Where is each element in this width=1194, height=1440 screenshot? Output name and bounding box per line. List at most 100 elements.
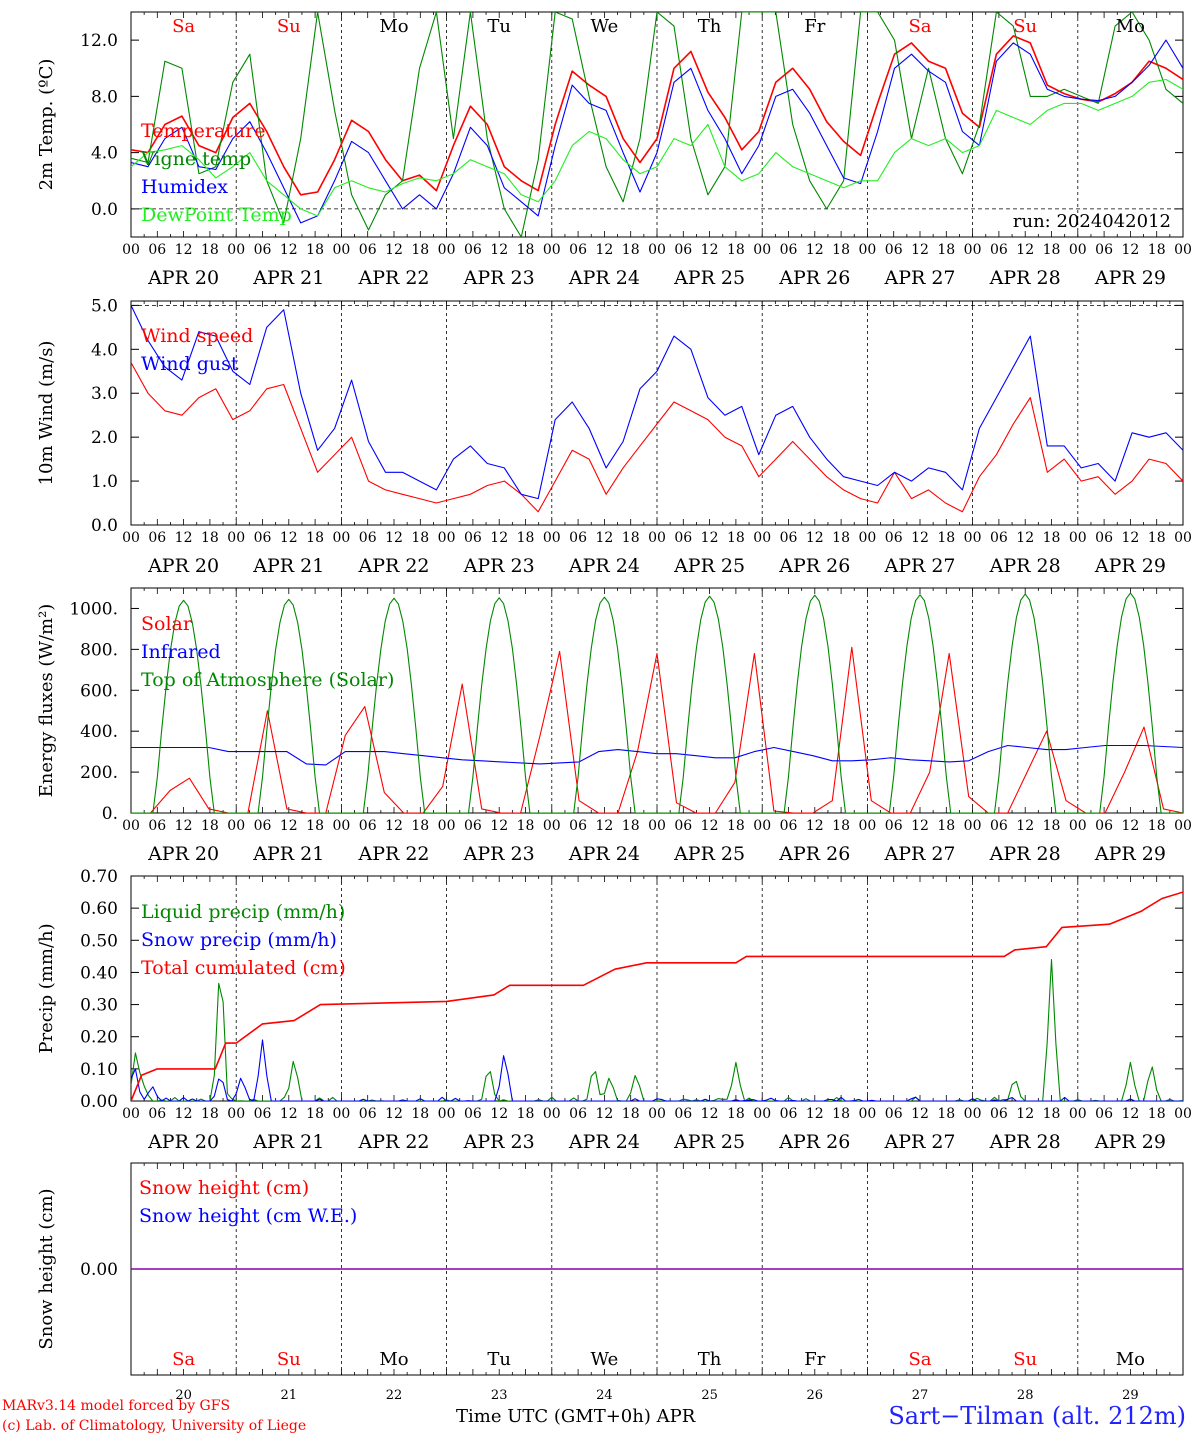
weekday-label: Su — [1013, 1349, 1037, 1370]
hour-tick-label: 18 — [517, 242, 535, 258]
hour-tick-label: 00 — [122, 242, 140, 258]
series-line-total-cumulated-cm- — [131, 891, 1183, 1101]
hour-tick-label: 18 — [517, 818, 535, 834]
hour-tick-label: 12 — [175, 1106, 193, 1122]
day-number: 23 — [491, 1388, 508, 1403]
y-tick-label: 12.0 — [80, 31, 118, 51]
hour-tick-label: 18 — [201, 242, 219, 258]
hour-tick-label: 12 — [701, 1106, 719, 1122]
hour-tick-label: 12 — [806, 1106, 824, 1122]
panel-5: 0.00 Snow height (cm) Snow height (cm) Snow… — [36, 1162, 1184, 1403]
hour-tick-label: 12 — [701, 242, 719, 258]
hour-tick-label: 12 — [1121, 1106, 1139, 1122]
hour-tick-label: 06 — [990, 530, 1008, 546]
hour-tick-label: 06 — [148, 242, 166, 258]
hour-tick-label: 06 — [674, 242, 692, 258]
weekday-label: Sa — [908, 1349, 931, 1370]
y-tick-label: 3.0 — [91, 384, 118, 404]
hour-tick-label: 06 — [569, 242, 587, 258]
y-tick-label: 2.0 — [91, 428, 118, 448]
hour-tick-label: 06 — [148, 1106, 166, 1122]
hour-tick-label: 06 — [464, 530, 482, 546]
date-label: APR 26 — [778, 1131, 850, 1153]
credit-line-2: (c) Lab. of Climatology, University of L… — [2, 1418, 307, 1434]
hour-tick-label: 06 — [359, 818, 377, 834]
date-label: APR 24 — [568, 555, 640, 577]
series-line-dewpoint-temp — [131, 78, 1183, 217]
date-label: APR 28 — [989, 555, 1061, 577]
day-number: 22 — [386, 1388, 403, 1403]
y-tick-label: 0.00 — [80, 1092, 118, 1112]
hour-tick-label: 18 — [1148, 242, 1166, 258]
hour-tick-label: 06 — [569, 1106, 587, 1122]
hour-tick-label: 00 — [227, 242, 245, 258]
day-number: 21 — [281, 1388, 298, 1403]
weekday-label: Su — [1013, 16, 1037, 37]
date-label: APR 20 — [147, 555, 219, 577]
y-tick-label: 0.10 — [80, 1060, 118, 1080]
hour-tick-label: 12 — [595, 1106, 613, 1122]
series-group — [131, 305, 1183, 513]
y-tick-label: 4.0 — [91, 144, 118, 164]
weekday-label: Su — [277, 16, 301, 37]
hour-tick-label: 06 — [674, 1106, 692, 1122]
legend-entry: Top of Atmosphere (Solar) — [141, 669, 394, 691]
series-line-top-of-atmosphere-solar- — [131, 592, 1183, 813]
date-label: APR 22 — [357, 1131, 429, 1153]
series-line-infrared — [131, 744, 1183, 766]
date-label: APR 29 — [1094, 267, 1166, 289]
hour-tick-label: 06 — [990, 1106, 1008, 1122]
y-tick-label: 0.00 — [80, 1260, 118, 1280]
hour-tick-label: 00 — [1069, 1106, 1087, 1122]
hour-tick-label: 00 — [964, 530, 982, 546]
date-label: APR 26 — [778, 843, 850, 865]
weekday-label: Fr — [804, 1349, 825, 1370]
date-label: APR 24 — [568, 267, 640, 289]
hour-tick-label: 12 — [385, 818, 403, 834]
hour-tick-label: 18 — [201, 1106, 219, 1122]
y-tick-label: 0.60 — [80, 899, 118, 919]
hour-tick-label: 00 — [438, 242, 456, 258]
legend-entry: Infrared — [141, 641, 221, 663]
date-label: APR 28 — [989, 1131, 1061, 1153]
hour-tick-label: 18 — [201, 818, 219, 834]
panel-2: 0.0 1.0 2.0 3.0 4.0 5.0 10m Wind (m/s) Wind spe… — [36, 296, 1192, 577]
date-label: APR 26 — [778, 267, 850, 289]
hour-tick-label: 00 — [858, 530, 876, 546]
hour-tick-label: 18 — [622, 1106, 640, 1122]
hour-tick-label: 00 — [438, 530, 456, 546]
day-number: 27 — [912, 1388, 929, 1403]
date-label: APR 26 — [778, 555, 850, 577]
hour-tick-label: 18 — [411, 1106, 429, 1122]
hour-tick-label: 00 — [122, 818, 140, 834]
date-label: APR 25 — [673, 267, 745, 289]
hour-tick-label: 06 — [1095, 530, 1113, 546]
hour-tick-label: 18 — [1043, 818, 1061, 834]
hour-tick-label: 00 — [858, 242, 876, 258]
date-label: APR 27 — [883, 267, 955, 289]
hour-tick-label: 06 — [885, 1106, 903, 1122]
series-line-temperature — [131, 35, 1183, 196]
hour-tick-label: 18 — [1043, 242, 1061, 258]
hour-tick-label: 12 — [280, 530, 298, 546]
hour-tick-label: 06 — [1095, 1106, 1113, 1122]
hour-tick-label: 06 — [569, 530, 587, 546]
hour-tick-label: 18 — [201, 530, 219, 546]
y-tick-label: 800. — [80, 640, 118, 660]
hour-tick-label: 18 — [727, 242, 745, 258]
hour-tick-label: 12 — [385, 530, 403, 546]
hour-tick-label: 06 — [359, 242, 377, 258]
hour-tick-label: 12 — [911, 1106, 929, 1122]
hour-tick-label: 00 — [332, 242, 350, 258]
legend-entry: Snow height (cm) — [139, 1177, 309, 1199]
hour-tick-label: 00 — [753, 1106, 771, 1122]
hour-tick-label: 00 — [1174, 1106, 1192, 1122]
series-group — [131, 891, 1183, 1101]
run-annotation: run: 2024042012 — [1013, 211, 1171, 232]
hour-tick-label: 00 — [227, 1106, 245, 1122]
hour-tick-label: 00 — [227, 530, 245, 546]
legend-entry: DewPoint Temp — [141, 204, 292, 226]
y-axis-title: 10m Wind (m/s) — [36, 341, 57, 486]
hour-tick-label: 18 — [411, 242, 429, 258]
panel-1: 0.0 4.0 8.0 12.0 2m Temp. (ºC) Temperature Vig… — [36, 11, 1192, 289]
